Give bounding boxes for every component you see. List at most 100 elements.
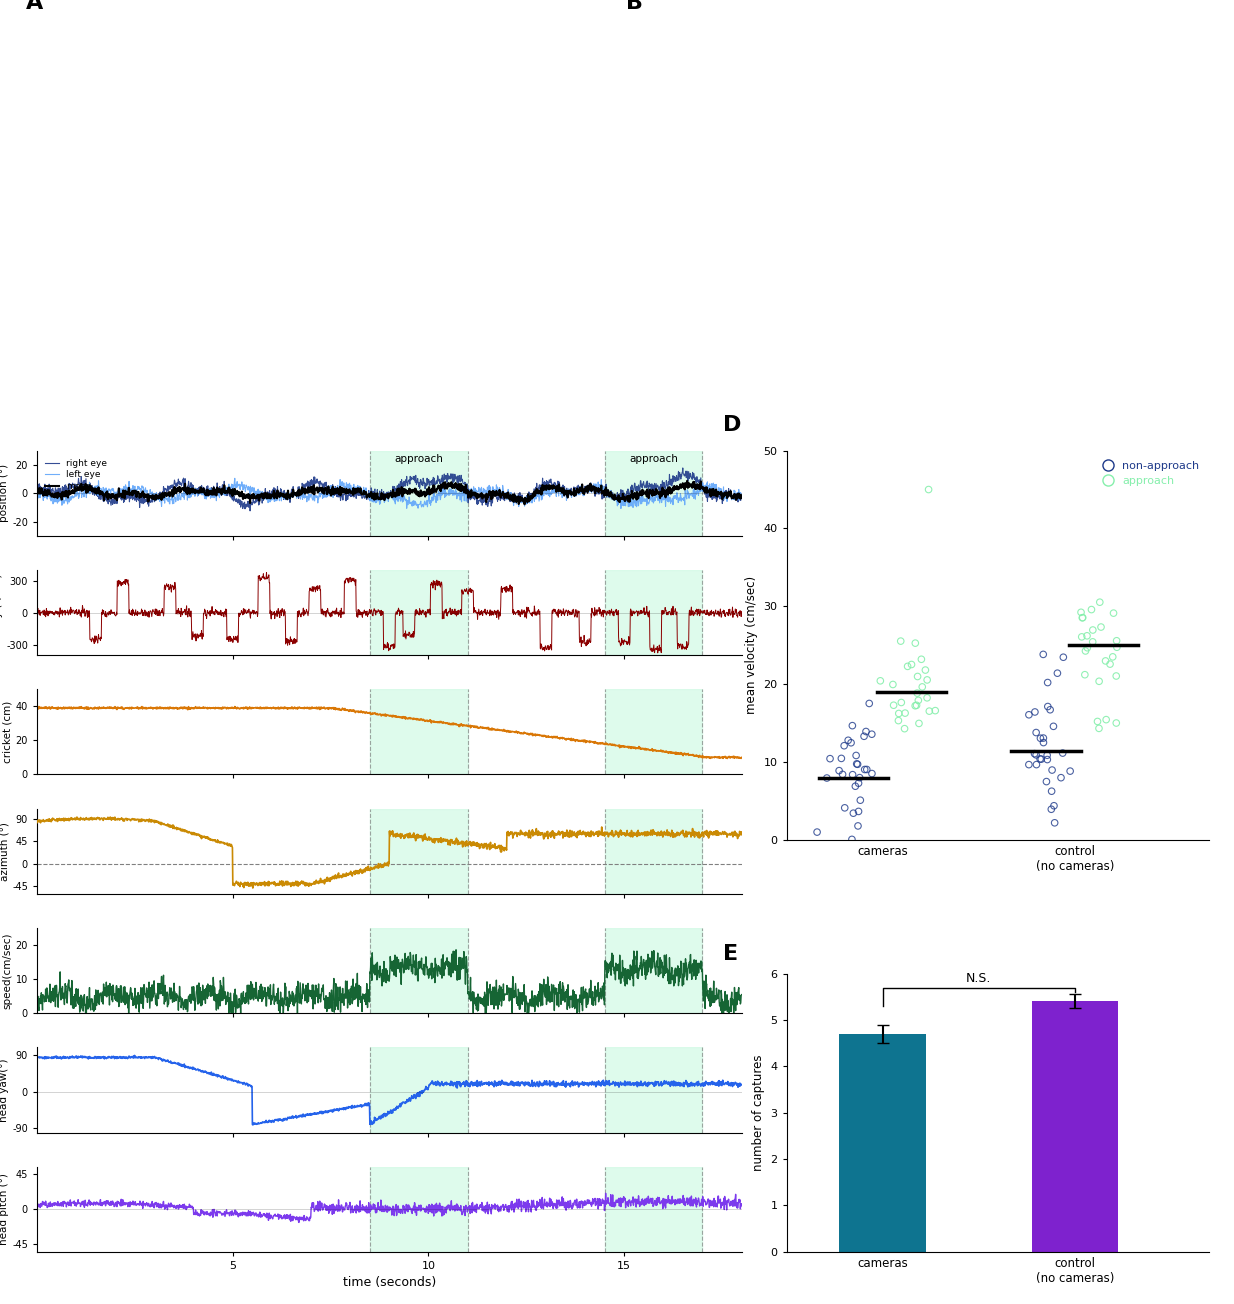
right eye (180, 480, 195, 496)
Point (835, 798, 855, 819)
Point (850, 767, 870, 788)
Point (843, 764, 863, 785)
mean (511, 492, 526, 507)
right eye (511, 485, 526, 501)
left eye (321, 477, 336, 493)
Y-axis label: head pitch (°): head pitch (°) (0, 1174, 10, 1245)
Point (1107, 712, 1127, 733)
Point (926, 700, 945, 721)
Point (884, 695, 903, 716)
Point (891, 631, 911, 652)
Point (848, 754, 868, 775)
Point (1044, 795, 1064, 816)
Text: approach: approach (629, 454, 677, 464)
Point (912, 649, 932, 670)
Point (842, 733, 861, 754)
Y-axis label: distance to
cricket (cm): distance to cricket (cm) (0, 700, 12, 763)
Point (856, 759, 876, 780)
Point (906, 695, 926, 716)
right eye (734, 490, 749, 506)
Point (1090, 670, 1109, 691)
left eye (511, 492, 526, 507)
Point (855, 759, 875, 780)
Point (1096, 709, 1116, 730)
Point (1048, 662, 1067, 683)
Point (1038, 672, 1058, 692)
Point (1040, 699, 1060, 720)
Legend: non-approach, approach: non-approach, approach (1098, 456, 1203, 490)
Point (870, 670, 890, 691)
Point (895, 703, 914, 724)
Bar (370, 690, 468, 775)
Y-axis label: horizontal eye
position (°): horizontal eye position (°) (0, 456, 10, 531)
Point (1027, 722, 1046, 743)
Point (918, 479, 938, 499)
Bar (370, 928, 468, 1013)
Point (832, 748, 851, 769)
Text: E: E (723, 944, 738, 964)
Point (1071, 602, 1091, 623)
Point (1034, 728, 1054, 748)
Point (1081, 599, 1101, 619)
Point (1103, 602, 1123, 623)
left eye (180, 493, 195, 509)
Point (888, 703, 908, 724)
Point (1033, 644, 1053, 665)
right eye (294, 485, 308, 501)
Point (838, 730, 858, 751)
Point (1025, 702, 1045, 722)
Point (1107, 665, 1127, 686)
Point (909, 713, 929, 734)
Point (1087, 711, 1107, 732)
Point (1103, 647, 1123, 668)
Point (917, 687, 937, 708)
Text: N.S.: N.S. (966, 973, 991, 986)
Point (849, 801, 869, 822)
Point (1030, 728, 1050, 748)
mean (180, 486, 195, 502)
Point (906, 632, 926, 653)
Point (859, 692, 879, 713)
Point (907, 683, 927, 704)
Point (1027, 754, 1046, 775)
Y-axis label: azimuth (°): azimuth (°) (0, 822, 10, 880)
mean (30, 480, 44, 496)
Point (1053, 743, 1072, 764)
Point (1054, 647, 1074, 668)
Point (1034, 732, 1054, 752)
Bar (839, 1034, 926, 1252)
Line: mean: mean (37, 481, 742, 505)
mean (680, 473, 695, 489)
X-axis label: time (seconds): time (seconds) (343, 1277, 436, 1290)
Point (817, 768, 837, 789)
Bar (605, 808, 702, 893)
Bar (370, 1047, 468, 1132)
right eye (675, 460, 690, 476)
Point (916, 660, 935, 681)
Point (844, 803, 864, 824)
Point (845, 776, 865, 797)
right eye (70, 479, 85, 494)
Bar (605, 570, 702, 655)
Text: approach: approach (394, 454, 443, 464)
Point (1090, 719, 1109, 739)
Line: left eye: left eye (37, 479, 742, 509)
Point (829, 760, 849, 781)
Y-axis label: head yaw(°): head yaw(°) (0, 1058, 10, 1121)
Point (1082, 631, 1102, 652)
Point (834, 735, 854, 756)
Bar (605, 1047, 702, 1132)
Point (1072, 626, 1092, 647)
Point (1083, 619, 1103, 640)
Point (1096, 651, 1116, 672)
Legend: right eye, left eye, mean: right eye, left eye, mean (42, 455, 111, 494)
Point (1077, 626, 1097, 647)
Point (1091, 617, 1111, 638)
Y-axis label: number of captures: number of captures (752, 1055, 765, 1171)
Point (1077, 638, 1097, 659)
Point (847, 745, 866, 765)
Point (1024, 743, 1044, 764)
mean (734, 489, 749, 505)
Point (1107, 630, 1127, 651)
Point (1090, 592, 1109, 613)
